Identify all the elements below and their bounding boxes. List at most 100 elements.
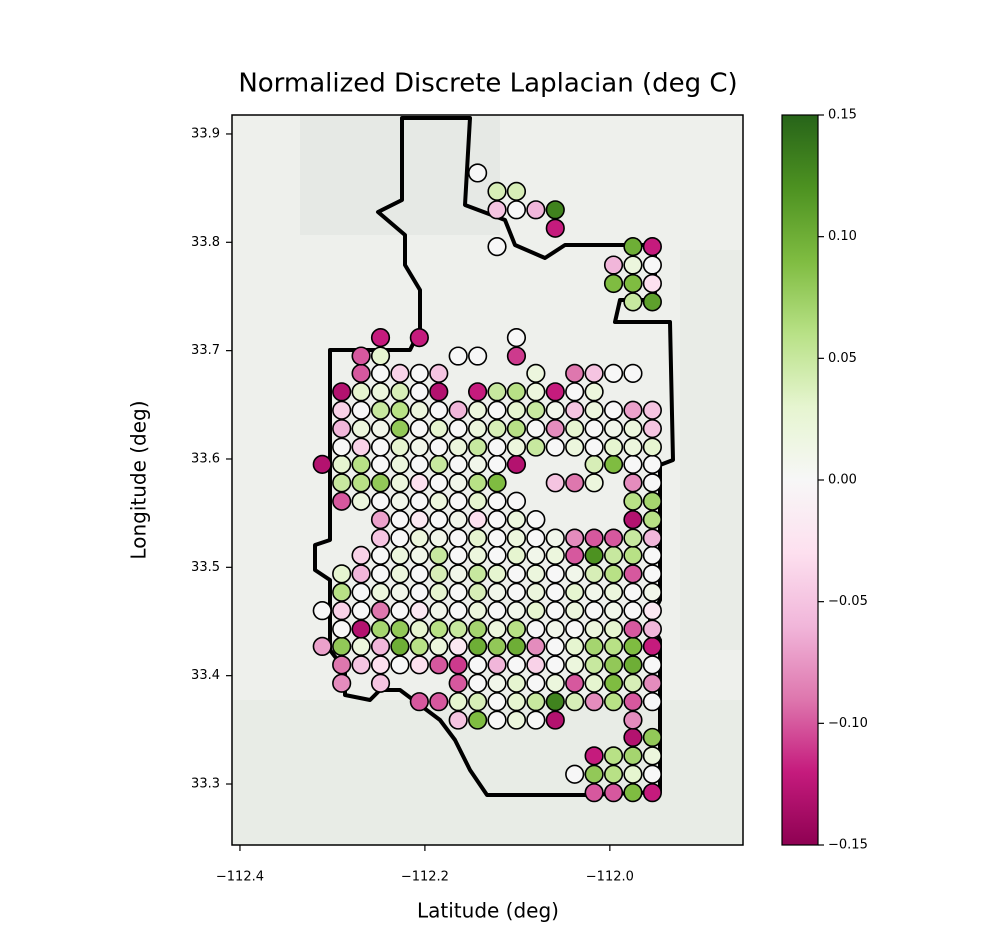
point: [603, 454, 624, 474]
point: [506, 673, 527, 693]
point: [623, 655, 643, 675]
point: [642, 727, 662, 748]
x-tick-label: −112.0: [586, 870, 634, 885]
point: [545, 528, 565, 548]
point: [642, 655, 662, 675]
point: [332, 454, 352, 474]
point: [351, 382, 371, 402]
point: [429, 545, 449, 566]
point: [623, 473, 643, 493]
point: [448, 437, 468, 457]
point: [468, 491, 488, 511]
point: [332, 382, 352, 402]
point: [409, 582, 429, 602]
point: [370, 636, 391, 657]
point: [332, 473, 352, 493]
point: [526, 545, 546, 566]
colorbar-tick-label: 0.10: [828, 229, 857, 244]
point: [409, 491, 429, 511]
point: [565, 564, 585, 584]
point: [448, 673, 468, 693]
point: [429, 655, 449, 675]
point: [487, 510, 507, 530]
point: [584, 419, 604, 439]
point: [370, 582, 391, 602]
point: [390, 545, 410, 566]
point: [565, 419, 585, 439]
point: [390, 363, 410, 383]
point: [565, 437, 585, 457]
point: [642, 673, 662, 693]
point: [506, 564, 527, 584]
point: [468, 400, 488, 420]
point: [390, 419, 410, 439]
x-tick-label: −112.2: [401, 870, 449, 885]
point: [390, 582, 410, 602]
point: [468, 454, 488, 474]
point: [526, 564, 546, 584]
point: [487, 491, 507, 511]
point: [623, 727, 643, 748]
point: [584, 601, 604, 621]
point: [545, 473, 565, 493]
point: [332, 564, 352, 584]
y-tick-label: 33.3: [191, 777, 220, 792]
point: [642, 564, 662, 584]
point: [487, 528, 507, 548]
point: [526, 363, 546, 383]
point: [623, 545, 643, 566]
point: [623, 710, 643, 730]
point: [429, 619, 449, 639]
point: [448, 419, 468, 439]
point: [565, 528, 585, 548]
point: [448, 346, 468, 366]
y-tick-label: 33.8: [191, 235, 220, 250]
y-tick-label: 33.9: [191, 126, 220, 141]
point: [584, 437, 604, 457]
point: [603, 673, 624, 693]
point: [623, 419, 643, 439]
point: [351, 346, 371, 366]
point: [370, 382, 391, 402]
point: [448, 636, 468, 657]
point: [429, 382, 449, 402]
point: [623, 783, 643, 803]
point: [370, 545, 391, 566]
point: [506, 419, 527, 439]
point: [390, 491, 410, 511]
point: [487, 545, 507, 566]
point: [429, 692, 449, 712]
y-tick-label: 33.4: [191, 668, 220, 683]
point: [390, 655, 410, 675]
point: [390, 454, 410, 474]
point: [370, 437, 391, 457]
point: [429, 564, 449, 584]
point: [545, 545, 565, 566]
point: [468, 619, 488, 639]
point: [623, 764, 643, 784]
point: [487, 619, 507, 639]
point: [487, 636, 507, 657]
point: [370, 655, 391, 675]
point: [487, 582, 507, 602]
point: [506, 510, 527, 530]
point: [487, 454, 507, 474]
point: [642, 491, 662, 511]
point: [623, 237, 643, 257]
point: [351, 545, 371, 566]
point: [526, 619, 546, 639]
point: [506, 454, 527, 474]
point: [390, 473, 410, 493]
point: [429, 400, 449, 420]
point: [370, 564, 391, 584]
point: [642, 764, 662, 784]
point: [642, 292, 662, 312]
point: [487, 181, 507, 201]
point: [409, 400, 429, 420]
point: [603, 746, 624, 766]
point: [332, 400, 352, 420]
point: [603, 528, 624, 548]
point: [409, 545, 429, 566]
point: [584, 783, 604, 803]
point: [642, 454, 662, 474]
